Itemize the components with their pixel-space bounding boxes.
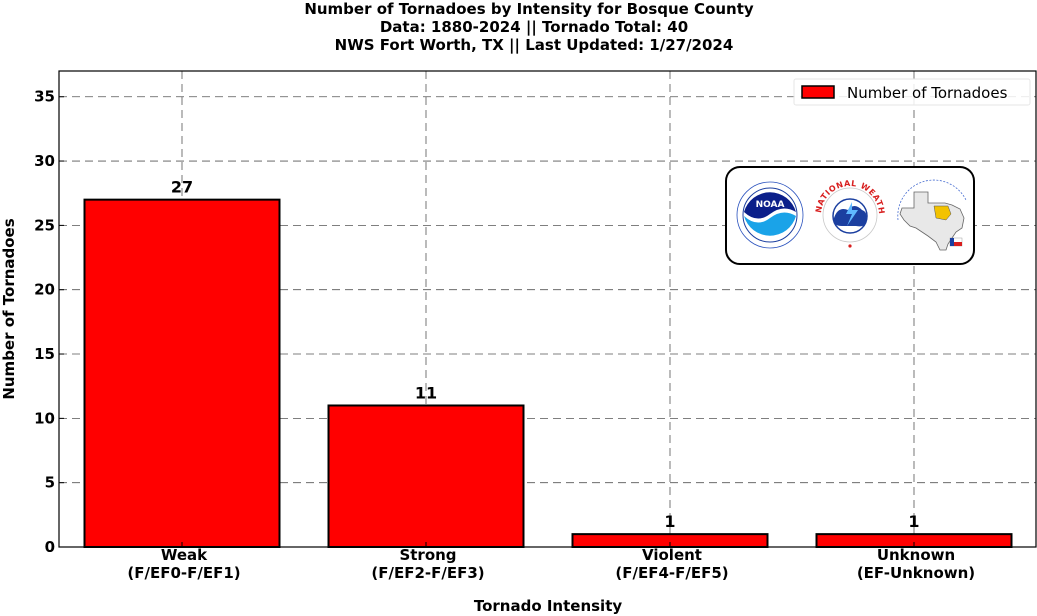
bar-value-label: 27 (171, 178, 193, 197)
title-line-1: Number of Tornadoes by Intensity for Bos… (304, 0, 754, 18)
legend-swatch (801, 85, 835, 99)
x-tick-label: (F/EF4-F/EF5) (615, 564, 728, 582)
y-tick-label: 5 (45, 474, 55, 492)
y-tick-label: 10 (34, 409, 55, 427)
x-tick-label: Weak (161, 546, 208, 564)
plot-frame (58, 70, 1037, 548)
x-axis-ticks: Weak(F/EF0-F/EF1) Strong(F/EF2-F/EF3) Viol… (127, 542, 975, 582)
bar (327, 404, 525, 548)
y-tick-label: 15 (34, 345, 55, 363)
x-tick-label: Strong (399, 546, 456, 564)
y-axis-ticks: 0 5 10 15 20 25 30 35 (34, 88, 64, 556)
y-tick-label: 20 (34, 281, 55, 299)
y-tick-label: 30 (34, 152, 55, 170)
bar-value-label: 11 (415, 383, 437, 402)
texas-region-logo (897, 179, 967, 251)
x-tick-label: Unknown (877, 546, 955, 564)
y-tick-label: 35 (34, 88, 55, 106)
bar-value-label: 1 (908, 512, 919, 531)
chart-title: Number of Tornadoes by Intensity for Bos… (304, 0, 754, 55)
noaa-logo-text: NOAA (756, 200, 785, 210)
legend: Number of Tornadoes (793, 78, 1031, 106)
bars (83, 198, 1013, 548)
x-tick-label: Violent (642, 546, 702, 564)
x-axis-label: Tornado Intensity (474, 597, 623, 615)
bar (83, 198, 281, 548)
legend-frame (793, 78, 1031, 106)
y-tick-label: 25 (34, 216, 55, 234)
noaa-logo: NOAA (736, 181, 804, 249)
legend-label: Number of Tornadoes (847, 84, 1008, 102)
y-tick-label: 0 (45, 538, 55, 556)
title-line-2: Data: 1880-2024 || Tornado Total: 40 (380, 18, 688, 37)
x-tick-label: (EF-Unknown) (857, 564, 975, 582)
title-line-3: NWS Fort Worth, TX || Last Updated: 1/27… (335, 36, 734, 55)
x-tick-label: (F/EF0-F/EF1) (127, 564, 240, 582)
y-axis-label: Number of Tornadoes (0, 218, 18, 399)
x-tick-label: (F/EF2-F/EF3) (371, 564, 484, 582)
bar-value-label: 1 (664, 512, 675, 531)
